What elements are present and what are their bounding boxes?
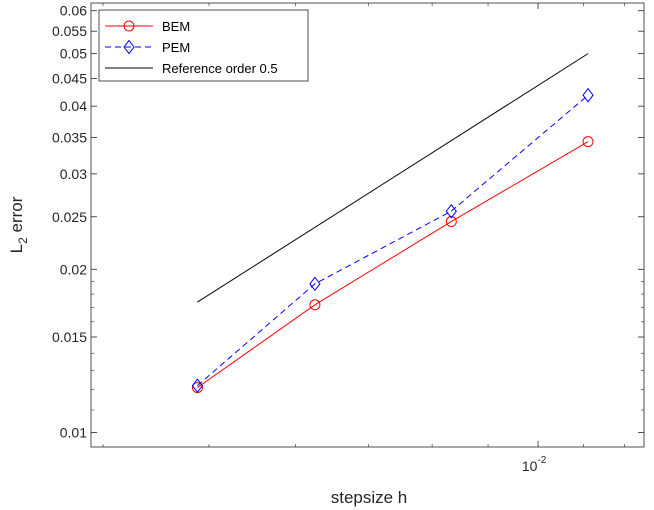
point-pem-1 xyxy=(309,276,321,292)
point-bem-1 xyxy=(309,299,321,311)
x-tick-label-0: 10-2 xyxy=(522,455,547,474)
y-tick-label-9: 0.055 xyxy=(52,23,87,39)
point-bem-2 xyxy=(445,216,457,228)
point-pem-2 xyxy=(445,203,457,219)
y-axis-label-sub: 2 xyxy=(16,237,30,244)
y-tick-label-4: 0.03 xyxy=(60,166,87,182)
series-line-pem xyxy=(197,94,589,387)
y-tick-label-8: 0.05 xyxy=(60,46,87,62)
x-tick-label-base-0: 10 xyxy=(522,458,538,474)
series-line-bem xyxy=(197,141,589,388)
y-tick-label-5: 0.035 xyxy=(52,130,87,146)
series-line-reference-order-0-5 xyxy=(197,53,589,303)
point-pem-3 xyxy=(582,87,594,103)
y-tick-label-2: 0.02 xyxy=(60,261,87,277)
y-axis-label-rest: error xyxy=(7,196,26,237)
y-tick-label-3: 0.025 xyxy=(52,209,87,225)
axes-layer xyxy=(90,2,645,448)
legend-label-reference: Reference order 0.5 xyxy=(162,61,278,76)
y-tick-label-7: 0.045 xyxy=(52,70,87,86)
y-tick-label-10: 0.06 xyxy=(60,3,87,19)
legend-marker-bem xyxy=(123,20,135,32)
legend-item-bem: BEM xyxy=(105,19,190,34)
ticks-layer: 0.01 0.015 0.02 0.025 0.03 0.035 0.04 0.045 0.05… xyxy=(52,3,644,474)
x-tick-label-exp-0: -2 xyxy=(537,455,546,466)
point-bem-3 xyxy=(582,136,594,148)
x-axis-label: stepsize h xyxy=(331,488,408,507)
y-axis-label-main: L xyxy=(7,244,26,253)
legend-label-bem: BEM xyxy=(162,19,190,34)
y-tick-label-6: 0.04 xyxy=(60,98,87,114)
y-axis-label: L2 error xyxy=(7,196,30,253)
point-pem-0 xyxy=(191,378,204,393)
legend-label-pem: PEM xyxy=(162,40,190,55)
legend-item-reference: Reference order 0.5 xyxy=(105,61,278,76)
legend-marker-pem xyxy=(123,39,135,55)
legend-item-pem: PEM xyxy=(105,39,190,55)
legend: BEM PEM Reference order 0.5 xyxy=(98,9,309,82)
legend-box xyxy=(98,9,309,82)
y-tick-label-1: 0.015 xyxy=(52,329,87,345)
y-tick-label-0: 0.01 xyxy=(60,424,87,440)
series-layer xyxy=(191,53,594,394)
axes-box xyxy=(90,2,645,448)
